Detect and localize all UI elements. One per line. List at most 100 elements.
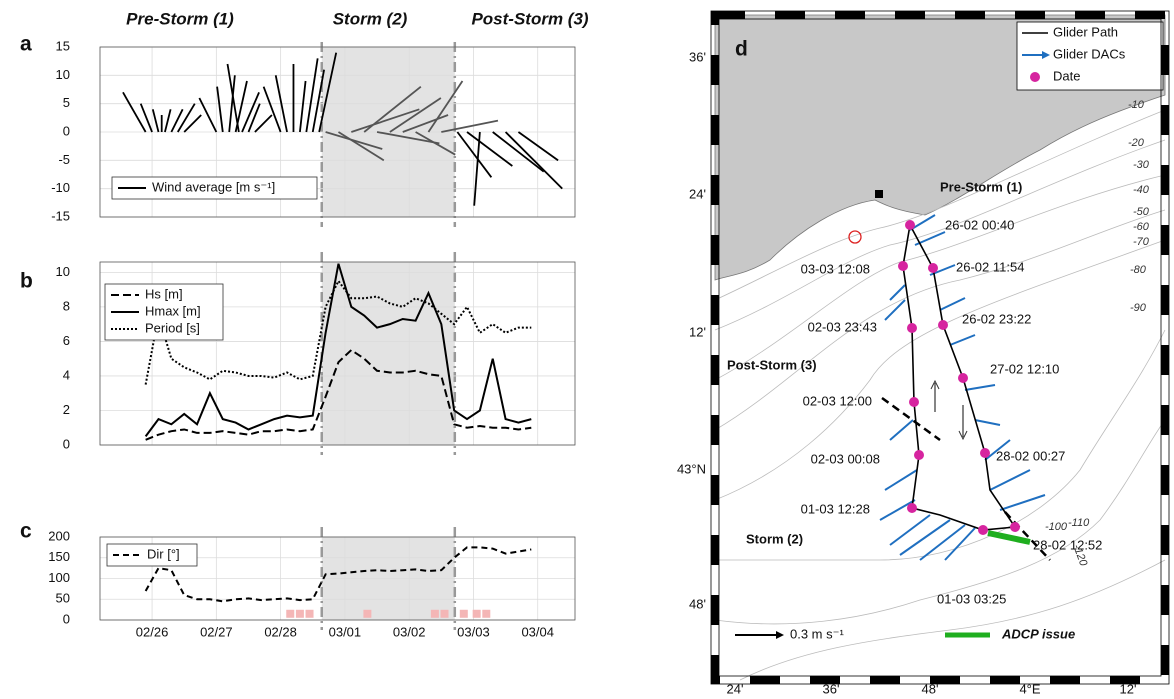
lat-tick-label: 12' xyxy=(689,324,706,339)
x-tick-label: 03/04 xyxy=(521,624,554,639)
x-tick-label: 02/28 xyxy=(264,624,297,639)
depth-label: -30 xyxy=(1133,159,1150,171)
depth-label: -90 xyxy=(1130,302,1147,314)
buoy-marker xyxy=(848,230,862,244)
y-tick-label: 0 xyxy=(63,123,70,138)
x-tick-label: 03/03 xyxy=(457,624,490,639)
scale-arrow-head xyxy=(776,631,784,639)
date-point xyxy=(1010,522,1020,532)
date-label: 02-03 12:00 xyxy=(803,393,872,408)
wind-stick xyxy=(241,91,260,133)
legend-swatch xyxy=(1042,51,1050,59)
legend-label: Glider DACs xyxy=(1053,46,1126,61)
date-label: 01-03 12:28 xyxy=(801,501,870,516)
region-label: Post-Storm (3) xyxy=(727,357,817,372)
wind-stick xyxy=(492,131,545,173)
depth-label: -40 xyxy=(1133,184,1150,196)
date-point xyxy=(905,220,915,230)
flag-marker xyxy=(286,609,295,618)
wind-stick xyxy=(325,131,383,150)
legend-label: Period [s] xyxy=(145,320,200,335)
date-label: 02-03 23:43 xyxy=(808,319,877,334)
panel-label: d xyxy=(735,38,748,61)
wind-stick xyxy=(427,80,464,133)
wind-stick xyxy=(363,85,422,133)
legend-label: Date xyxy=(1053,68,1080,83)
wind-stick xyxy=(122,91,147,133)
wind-stick xyxy=(337,131,385,162)
legend-label: Wind average [m s⁻¹] xyxy=(152,179,275,194)
wind-stick xyxy=(274,75,288,133)
wind-stick xyxy=(517,131,559,162)
region-label: Storm (2) xyxy=(746,531,803,546)
adcp-segment xyxy=(987,530,1031,545)
map-panel: d Glider Path Glider DACs Date 0.3 m s⁻¹… xyxy=(677,10,1170,696)
wind-stick xyxy=(305,58,319,133)
date-label: 02-03 00:08 xyxy=(811,451,880,466)
lon-tick-label: 48' xyxy=(922,681,939,696)
y-tick-label: 100 xyxy=(48,570,70,585)
lon-tick-label: 24' xyxy=(727,681,744,696)
series-line xyxy=(145,348,532,441)
legend-label: Hs [m] xyxy=(145,286,183,301)
date-label: 28-02 00:27 xyxy=(996,448,1065,463)
transect xyxy=(881,396,941,442)
map-frame-inline xyxy=(718,18,1162,677)
y-tick-label: -10 xyxy=(51,180,70,195)
y-tick-label: 200 xyxy=(48,528,70,543)
wind-stick xyxy=(151,109,160,133)
date-point xyxy=(907,503,917,513)
depth-label: -50 xyxy=(1133,206,1150,218)
x-tick-label: 02/26 xyxy=(136,624,169,639)
depth-label: -110 xyxy=(1068,517,1090,529)
panel-label: a xyxy=(20,33,32,56)
y-tick-label: 6 xyxy=(63,333,70,348)
wind-stick xyxy=(183,114,202,133)
y-tick-label: 5 xyxy=(63,95,70,110)
legend-swatch xyxy=(1030,72,1040,82)
plot-frame xyxy=(99,46,576,218)
transect xyxy=(1004,511,1051,561)
y-tick-label: 10 xyxy=(56,264,70,279)
legend-box xyxy=(111,176,318,200)
wind-stick xyxy=(389,97,442,133)
y-tick-label: 50 xyxy=(56,591,70,606)
legend-label: Hmax [m] xyxy=(145,303,201,318)
phase-title: Post-Storm (3) xyxy=(471,9,588,28)
wind-stick xyxy=(473,131,481,206)
wind-stick xyxy=(466,131,513,167)
plot-frame xyxy=(99,261,576,446)
x-tick-label: 03/01 xyxy=(329,624,362,639)
series-line xyxy=(144,263,532,437)
x-tick-label: 03/02 xyxy=(393,624,426,639)
wind-stick xyxy=(177,103,196,133)
phase-title: Pre-Storm (1) xyxy=(126,9,234,28)
date-point xyxy=(938,320,948,330)
flag-marker xyxy=(295,609,304,618)
map-frame xyxy=(711,11,1169,684)
wind-stick xyxy=(351,108,420,133)
wind-stick xyxy=(139,103,153,133)
wind-stick xyxy=(262,86,282,133)
wind-stick xyxy=(441,119,499,133)
phase-title: Storm (2) xyxy=(333,9,408,28)
lat-tick-label: 43°N xyxy=(677,461,706,476)
plot-frame xyxy=(99,536,576,621)
lat-tick-label: 36' xyxy=(689,49,706,64)
date-label: 01-03 03:25 xyxy=(937,591,1006,606)
depth-label: -100 xyxy=(1045,521,1068,533)
y-tick-label: -15 xyxy=(51,208,70,223)
y-tick-label: 2 xyxy=(63,402,70,417)
wind-stick xyxy=(226,63,240,133)
wind-stick xyxy=(415,131,456,156)
wind-stick xyxy=(198,97,218,133)
lon-tick-label: 4°E xyxy=(1019,681,1040,696)
wind-stick xyxy=(504,131,563,190)
wind-stick xyxy=(299,80,307,133)
y-tick-label: -5 xyxy=(58,152,70,167)
depth-label: -70 xyxy=(1133,236,1150,248)
wind-stick xyxy=(402,114,449,133)
wind-stick xyxy=(170,108,184,133)
contours xyxy=(714,109,1166,681)
